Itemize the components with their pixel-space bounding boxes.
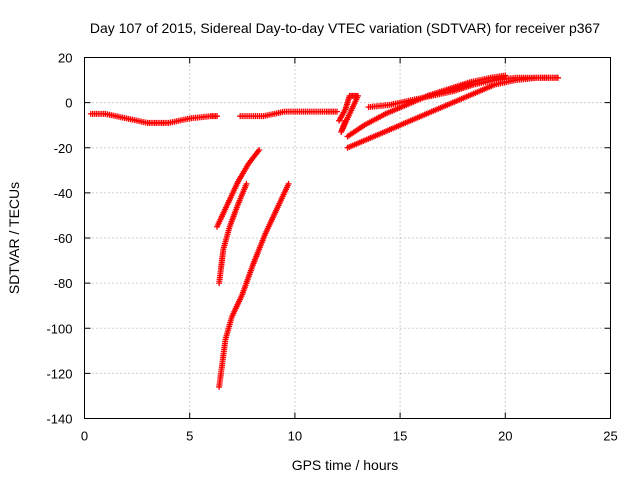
y-tick-label: -80 [54,276,73,291]
series-upper-branch [365,74,561,111]
x-tick-label: 0 [81,429,88,444]
data-point [554,74,561,81]
y-tick-label: -60 [54,231,73,246]
y-tick-label: -120 [46,366,72,381]
grid [84,57,611,419]
data-point [342,117,349,124]
chart-title: Day 107 of 2015, Sidereal Day-to-day VTE… [90,20,600,36]
y-tick-label: -40 [54,186,73,201]
data-point [214,113,221,120]
data-point [256,147,263,154]
x-tick-label: 10 [288,429,302,444]
data-point [502,72,509,79]
series-drop-a [214,147,263,230]
y-tick-label: -20 [54,141,73,156]
y-tick-label: 20 [58,51,72,66]
series-drop-b [216,180,292,390]
x-tick-label: 25 [603,429,617,444]
y-axis-label: SDTVAR / TECUs [6,182,22,294]
series-drop-c [216,180,250,287]
y-tick-label: -140 [46,412,72,427]
plot-frame [84,57,611,419]
data-point [285,180,292,187]
series-mid-flat [237,108,340,120]
data-point [333,108,340,115]
x-tick-label: 20 [498,429,512,444]
x-axis-label: GPS time / hours [292,457,399,473]
data-point [243,180,250,187]
y-tick-label: 0 [65,96,72,111]
tick-labels: 0 5 10 15 20 25 -140 -120 -100 -80 -60 -40 -20 0 20 [46,51,617,444]
x-tick-label: 5 [186,429,193,444]
series-short-segs [336,92,362,135]
data-points [87,72,561,390]
series-early-flat [87,110,221,126]
y-tick-label: -100 [46,321,72,336]
x-tick-label: 15 [393,429,407,444]
